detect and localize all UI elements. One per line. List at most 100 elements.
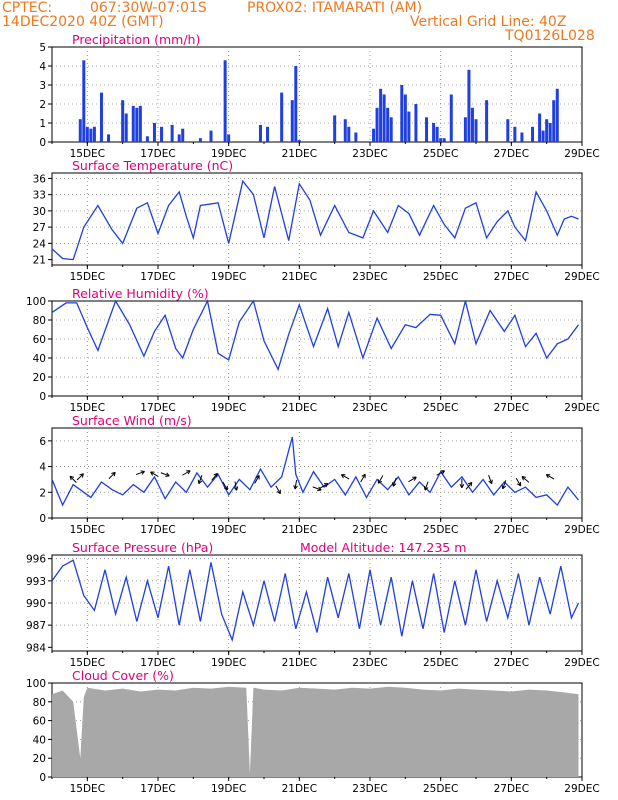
x-tick-label: 27DEC xyxy=(494,524,529,536)
cloud-cover-area xyxy=(52,686,579,777)
wind-arrow xyxy=(254,475,260,484)
y-tick-label: 1 xyxy=(39,118,46,130)
y-tick-label: 2 xyxy=(39,487,46,499)
precip-bar xyxy=(354,132,358,142)
x-tick-label: 23DEC xyxy=(352,524,387,536)
precip-bar xyxy=(538,113,542,142)
precip-bar xyxy=(138,105,142,142)
precip-bar xyxy=(99,92,103,142)
precip-bar xyxy=(85,126,89,142)
panel-rh xyxy=(48,299,583,400)
precip-bar xyxy=(432,123,436,142)
precip-bar xyxy=(541,130,545,142)
precip-bar xyxy=(209,130,213,142)
header-coordinates: 067:30W-07:01S xyxy=(90,0,207,16)
y-tick-label: 60 xyxy=(33,716,46,728)
panel-title: Relative Humidity (%) xyxy=(72,286,209,301)
precip-bar xyxy=(343,119,347,142)
x-tick-label: 29DEC xyxy=(564,783,599,795)
x-tick-label: 27DEC xyxy=(494,402,529,414)
y-tick-label: 0 xyxy=(39,772,46,784)
x-tick-label: 27DEC xyxy=(494,148,529,160)
wind-arrow xyxy=(545,474,555,480)
header-station: PROX02: ITAMARATI (AM) xyxy=(247,0,423,16)
panel-press xyxy=(48,554,583,655)
precip-bar xyxy=(463,117,467,142)
x-tick-label: 17DEC xyxy=(140,657,175,669)
x-tick-label: 15DEC xyxy=(70,148,105,160)
x-tick-label: 15DEC xyxy=(70,271,105,283)
x-tick-label: 23DEC xyxy=(352,271,387,283)
precip-bar xyxy=(145,136,149,142)
precip-bar xyxy=(280,92,284,142)
y-tick-label: 36 xyxy=(33,173,47,185)
precip-bar xyxy=(124,113,128,142)
precip-bar xyxy=(379,88,383,142)
wind-arrow xyxy=(459,478,465,489)
x-tick-label: 23DEC xyxy=(352,402,387,414)
precip-bar xyxy=(227,134,231,142)
precip-bar xyxy=(555,88,559,142)
precip-bar xyxy=(347,126,351,142)
y-tick-label: 40 xyxy=(33,353,46,365)
y-tick-label: 5 xyxy=(39,42,46,54)
x-tick-label: 17DEC xyxy=(140,524,175,536)
wind-arrow xyxy=(76,473,84,481)
precip-bar xyxy=(474,119,478,142)
precip-bar xyxy=(467,69,471,142)
y-tick-label: 80 xyxy=(33,697,46,709)
x-tick-label: 17DEC xyxy=(140,402,175,414)
precip-bar xyxy=(135,107,139,142)
precip-bar xyxy=(89,128,93,142)
precip-bar xyxy=(131,105,135,142)
precip-bar xyxy=(223,60,227,142)
y-tick-label: 24 xyxy=(33,238,47,250)
precip-bar xyxy=(386,107,390,142)
series-line-temp xyxy=(51,179,579,261)
x-tick-label: 21DEC xyxy=(282,524,317,536)
x-tick-label: 29DEC xyxy=(564,524,599,536)
precip-bar xyxy=(372,128,376,142)
precip-bar xyxy=(160,126,164,142)
wind-arrow xyxy=(488,475,493,485)
panel-wind xyxy=(48,427,583,522)
y-tick-label: 990 xyxy=(26,598,46,610)
wind-arrow xyxy=(501,480,507,490)
precip-bar xyxy=(121,100,125,142)
precip-bar xyxy=(78,119,82,142)
precip-bar xyxy=(531,126,535,142)
x-tick-label: 23DEC xyxy=(352,148,387,160)
header-grid-line: Vertical Grid Line: 40Z xyxy=(410,14,567,30)
x-tick-label: 19DEC xyxy=(211,783,246,795)
y-tick-label: 100 xyxy=(26,296,46,308)
wind-arrow xyxy=(275,485,281,495)
x-tick-label: 25DEC xyxy=(423,148,458,160)
series-line-wind xyxy=(51,436,580,507)
precip-bar xyxy=(107,134,111,142)
wind-arrow xyxy=(197,475,203,485)
x-tick-label: 29DEC xyxy=(564,271,599,283)
wind-arrow xyxy=(182,470,191,476)
wind-arrow xyxy=(108,471,116,480)
y-tick-label: 2 xyxy=(39,99,46,111)
precip-bar xyxy=(389,117,393,142)
precip-bar xyxy=(181,128,185,142)
x-tick-label: 29DEC xyxy=(564,402,599,414)
x-tick-label: 25DEC xyxy=(423,657,458,669)
precip-bar xyxy=(403,94,407,142)
chart-header: CPTEC: 067:30W-07:01S PROX02: ITAMARATI … xyxy=(0,0,618,46)
wind-arrow xyxy=(222,481,228,491)
wind-arrow xyxy=(160,472,170,477)
wind-arrow xyxy=(408,476,417,483)
y-tick-label: 0 xyxy=(39,391,46,403)
x-tick-label: 25DEC xyxy=(423,524,458,536)
series-line-press xyxy=(51,559,580,643)
header-run-time: 14DEC2020 40Z (GMT) xyxy=(2,14,164,30)
precip-bar xyxy=(439,138,443,142)
panel-frame xyxy=(51,300,583,397)
x-tick-label: 29DEC xyxy=(564,148,599,160)
precip-bar xyxy=(297,140,301,142)
wind-arrow xyxy=(360,473,366,483)
x-tick-label: 19DEC xyxy=(211,148,246,160)
